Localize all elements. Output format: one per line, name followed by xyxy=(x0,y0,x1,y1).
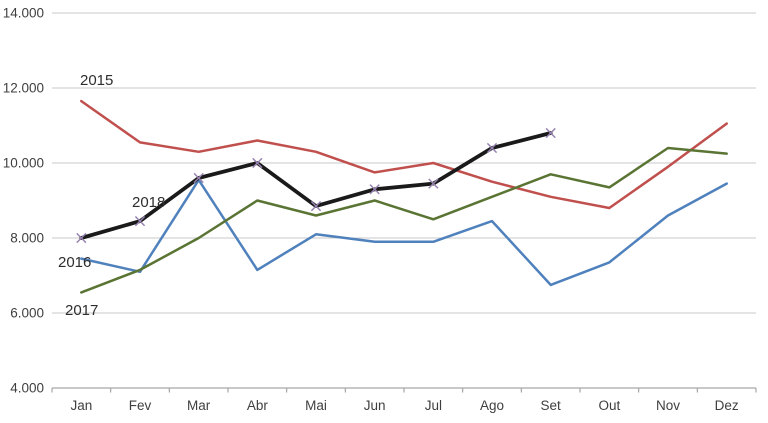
series-marker-x-2018 xyxy=(193,172,204,184)
series-label-2015: 2015 xyxy=(80,72,113,89)
y-tick-label: 10.000 xyxy=(3,156,44,171)
series-line-2016 xyxy=(80,178,728,287)
series-marker-x-2018 xyxy=(369,184,380,195)
series-marker-x-2018 xyxy=(486,142,498,154)
series-marker-x-2018 xyxy=(76,232,87,244)
series-line-2017 xyxy=(80,146,728,294)
series-marker-x-2018 xyxy=(428,178,439,189)
series-marker-x-2018 xyxy=(310,200,322,212)
x-tick-label: Jan xyxy=(70,398,92,413)
series-label-2017: 2017 xyxy=(65,302,98,319)
y-tick-label: 12.000 xyxy=(3,81,44,96)
series-line-2015 xyxy=(80,99,728,210)
y-tick-label: 8.000 xyxy=(10,231,44,246)
x-tick-label: Mai xyxy=(305,398,327,413)
x-tick-label: Set xyxy=(541,398,562,413)
x-tick-label: Ago xyxy=(480,398,504,413)
x-tick-label: Jun xyxy=(364,398,386,413)
y-tick-label: 6.000 xyxy=(10,306,44,321)
x-tick-label: Mar xyxy=(187,398,211,413)
x-tick-label: Fev xyxy=(129,398,152,413)
x-tick-label: Dez xyxy=(715,398,739,413)
series-label-2018: 2018 xyxy=(132,194,165,211)
series-marker-x-2018 xyxy=(252,157,263,169)
x-tick-label: Jul xyxy=(425,398,442,413)
series-marker-x-2018 xyxy=(134,215,146,227)
series-label-2016: 2016 xyxy=(58,254,91,271)
x-tick-label: Abr xyxy=(247,398,269,413)
y-tick-label: 14.000 xyxy=(3,6,44,21)
series-marker-x-2018 xyxy=(545,127,556,139)
y-tick-label: 4.000 xyxy=(10,381,44,396)
series-line-2018 xyxy=(79,131,553,240)
x-tick-label: Out xyxy=(598,398,620,413)
x-tick-label: Nov xyxy=(656,398,680,413)
